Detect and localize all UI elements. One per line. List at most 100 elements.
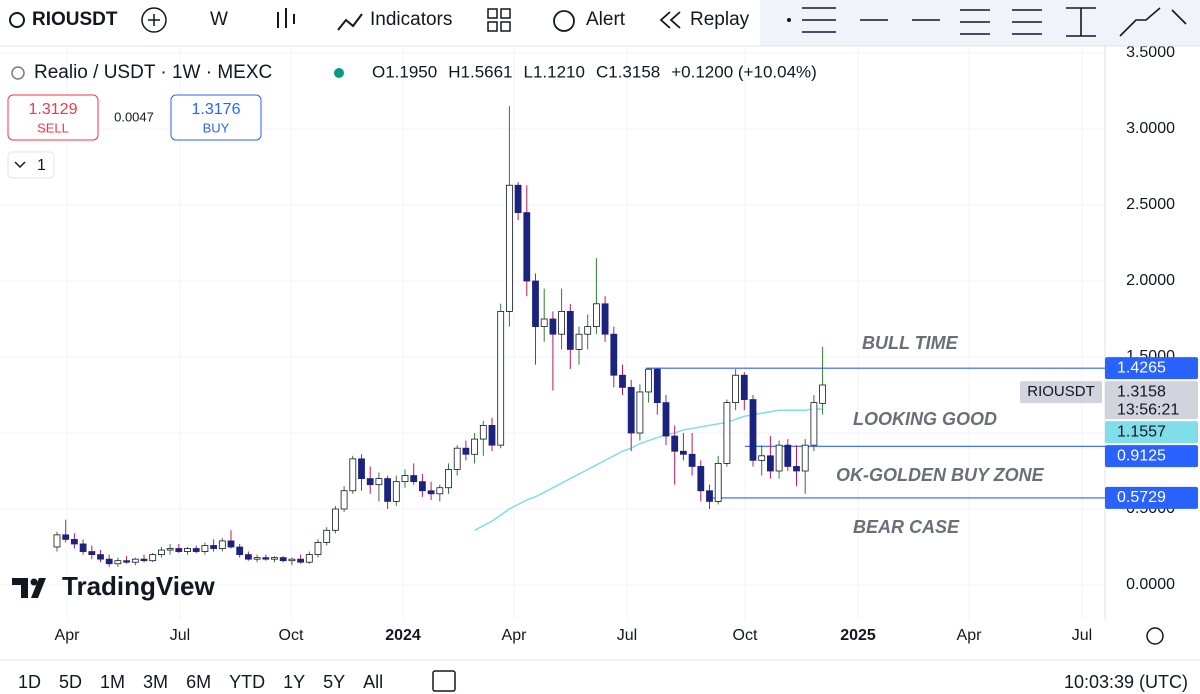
- range-button[interactable]: 6M: [186, 672, 211, 692]
- price-badge-label: 0.9125: [1117, 447, 1166, 464]
- drawing-tools[interactable]: [802, 7, 1187, 37]
- candle-body: [97, 554, 104, 560]
- candle-body: [358, 458, 365, 479]
- range-button[interactable]: 3M: [143, 672, 168, 692]
- time-label: Apr: [957, 627, 983, 644]
- annotation: BEAR CASE: [853, 517, 960, 537]
- candle-body: [819, 384, 826, 404]
- layout-icon[interactable]: [487, 8, 498, 19]
- sell-price: 1.3129: [29, 101, 78, 118]
- candle-body: [262, 557, 270, 560]
- candle-body: [619, 374, 626, 388]
- candle-body: [253, 557, 261, 560]
- candle-body: [279, 557, 287, 562]
- candle-body: [549, 318, 557, 335]
- alert[interactable]: Alert: [586, 9, 626, 30]
- range-button[interactable]: 1D: [18, 672, 41, 692]
- alert-icon[interactable]: [553, 10, 575, 32]
- buy-button[interactable]: [170, 94, 262, 141]
- plot: 3.50003.00002.50002.00001.50001.00000.50…: [0, 44, 1175, 644]
- candle-body: [88, 551, 96, 555]
- candle-body: [323, 529, 331, 543]
- candle-body: [392, 481, 400, 502]
- candle-body: [401, 475, 409, 483]
- price-badge: [1105, 486, 1198, 509]
- range-button[interactable]: 5D: [59, 672, 82, 692]
- annotation: LOOKING GOOD: [853, 409, 997, 429]
- candle-body: [210, 545, 218, 549]
- price-badge: [1105, 381, 1198, 420]
- range-button[interactable]: YTD: [229, 672, 265, 692]
- interval[interactable]: W: [210, 9, 228, 30]
- buy-price: 1.3176: [192, 101, 241, 118]
- candle-body: [418, 481, 426, 492]
- replay[interactable]: Replay: [690, 9, 750, 30]
- ohlc-value: H1.5661: [448, 62, 512, 81]
- candle-body: [340, 490, 348, 510]
- legend-title: Realio / USDT · 1W · MEXC: [34, 62, 272, 83]
- price-badge-label: 1.4265: [1117, 359, 1166, 376]
- date-range-icon[interactable]: [432, 670, 456, 692]
- candle-body: [149, 554, 157, 562]
- ohlc-value: O1.1950: [372, 62, 437, 81]
- candle-body: [331, 508, 339, 531]
- candle-body: [288, 558, 296, 562]
- settings-icon[interactable]: [1146, 627, 1164, 645]
- price-badge-label: 1.1557: [1117, 423, 1166, 440]
- candle-body: [462, 447, 470, 455]
- candle-body: [662, 402, 670, 437]
- candle-body: [775, 444, 783, 472]
- candle-body: [227, 540, 235, 548]
- candle-body: [706, 490, 713, 502]
- add-symbol[interactable]: [141, 7, 167, 33]
- candle-body: [697, 466, 705, 492]
- candle-body: [192, 548, 200, 552]
- candle-body: [184, 548, 191, 552]
- time-label: Jul: [617, 627, 637, 644]
- candle-body: [688, 453, 696, 467]
- candle-body: [53, 534, 61, 548]
- sell-button[interactable]: [7, 94, 99, 141]
- candle-body: [601, 303, 609, 335]
- indicators[interactable]: Indicators: [370, 9, 452, 30]
- time-label: Apr: [55, 627, 81, 644]
- time-label: 2025: [840, 627, 876, 644]
- candle-body: [645, 368, 652, 393]
- layout-icon: [500, 8, 511, 19]
- candle-body: [610, 333, 618, 376]
- symbol[interactable]: RIOUSDT: [32, 9, 118, 30]
- annotation: OK-GOLDEN BUY ZONE: [836, 465, 1045, 485]
- candle-body: [71, 539, 78, 545]
- range-button[interactable]: 5Y: [323, 672, 345, 692]
- replay-icon[interactable]: [659, 11, 681, 29]
- candle-body: [314, 542, 322, 556]
- candle-body: [166, 548, 174, 551]
- candle-body: [680, 450, 687, 455]
- price-tick-label: 0.0000: [1126, 576, 1175, 593]
- price-badge-label: 1.3158: [1117, 383, 1166, 400]
- price-tick-label: 2.0000: [1126, 272, 1175, 289]
- tv-logo-dot: [30, 578, 38, 586]
- candle-body: [79, 543, 87, 552]
- candle-body: [445, 469, 452, 489]
- range-button[interactable]: 1Y: [283, 672, 305, 692]
- range-button[interactable]: All: [363, 672, 383, 692]
- symbol-logo: [11, 66, 25, 80]
- indicator-toggle[interactable]: [7, 151, 55, 179]
- price-badge: [1105, 357, 1198, 380]
- range-button[interactable]: 1M: [100, 672, 125, 692]
- chart-type-icon[interactable]: [277, 8, 295, 28]
- layout-icon: [487, 21, 498, 32]
- candle-body: [114, 560, 122, 565]
- candle-body: [244, 554, 252, 560]
- candle-body: [784, 444, 792, 467]
- candle-body: [471, 438, 479, 455]
- price-tick-label: 3.5000: [1126, 44, 1175, 61]
- indicators-icon[interactable]: [337, 13, 363, 31]
- candle-body: [175, 548, 183, 552]
- candle-body: [767, 455, 774, 472]
- search-icon[interactable]: [9, 12, 25, 28]
- ohlc-value: +0.1200 (+10.04%): [671, 62, 817, 81]
- countdown: 13:56:21: [1117, 401, 1179, 418]
